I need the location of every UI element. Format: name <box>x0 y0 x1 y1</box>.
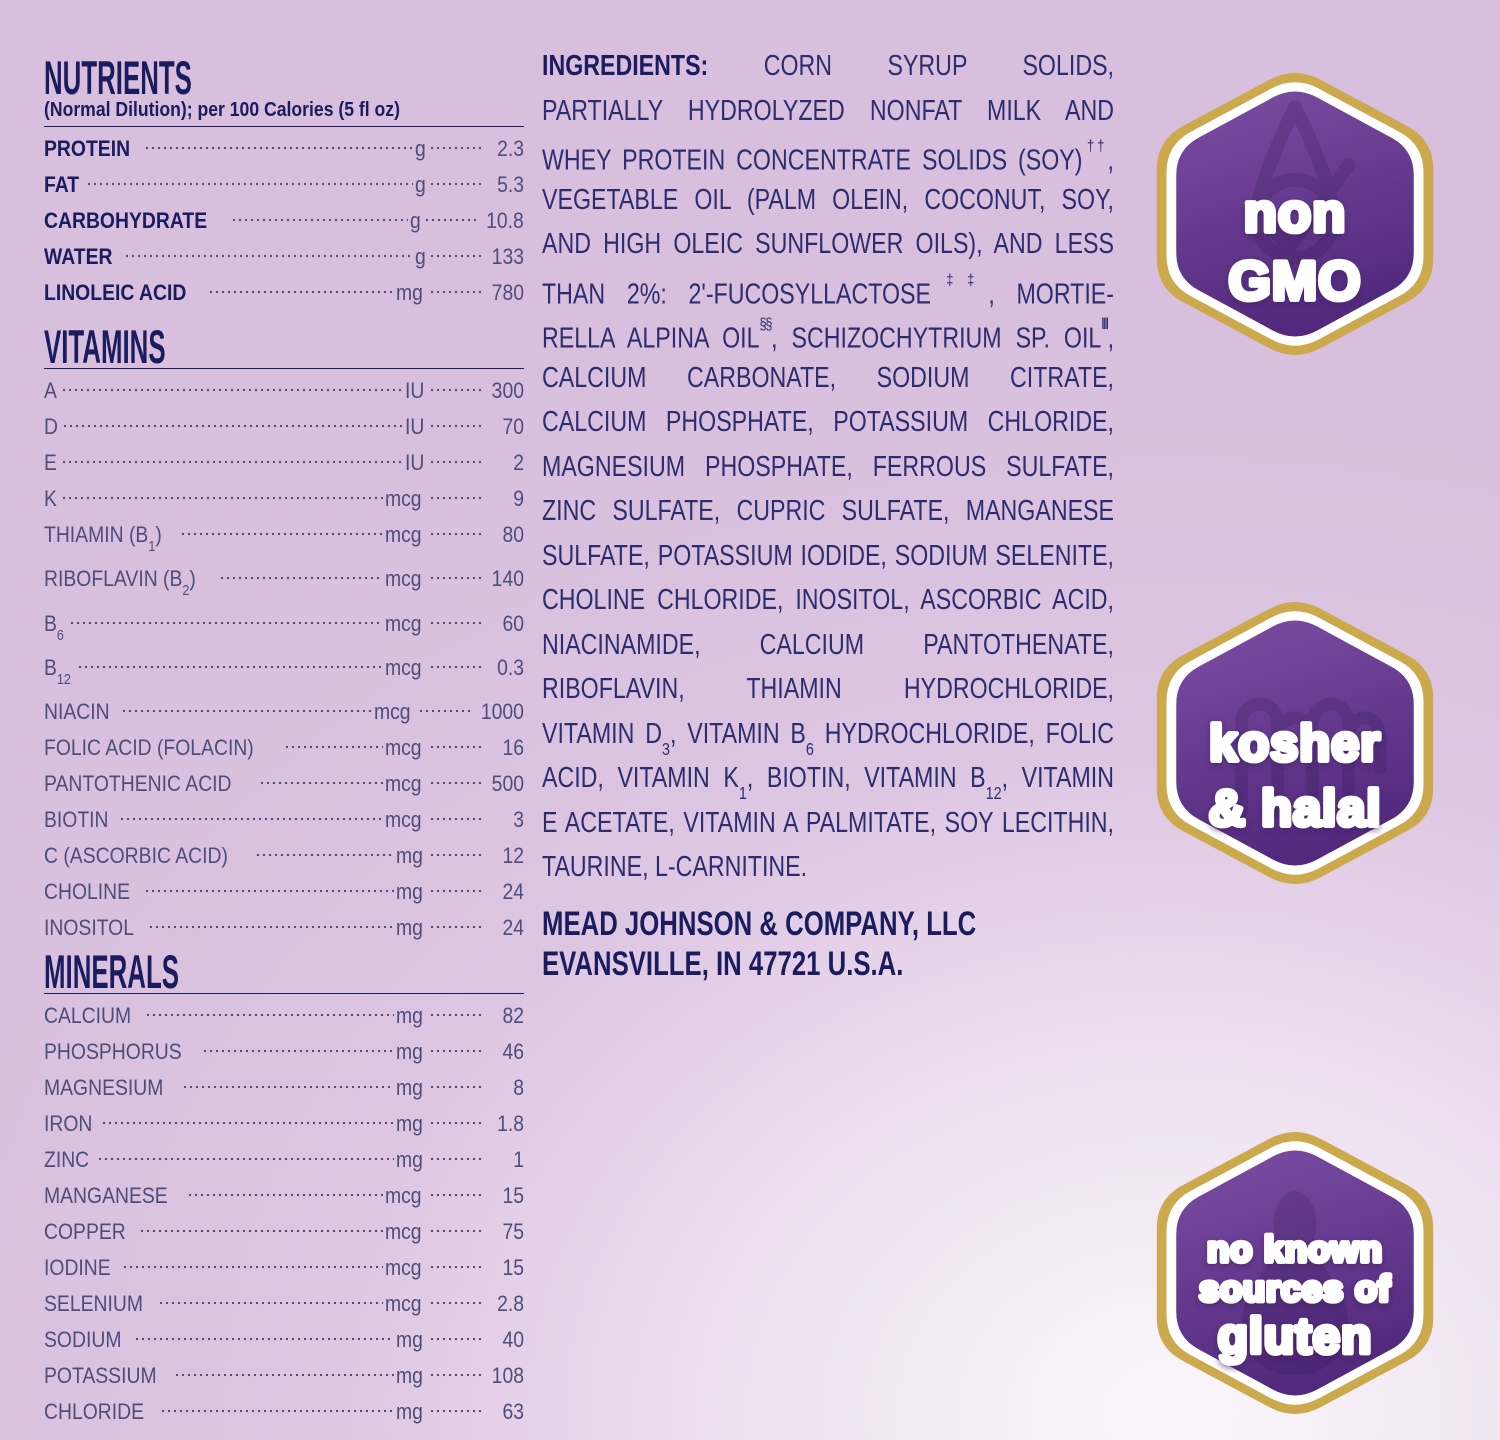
svg-text:kosher: kosher <box>1209 715 1381 772</box>
svg-text:GMO: GMO <box>1228 251 1361 312</box>
svg-text:sources of: sources of <box>1199 1268 1391 1309</box>
svg-text:non: non <box>1244 183 1347 244</box>
svg-text:& halal: & halal <box>1209 780 1382 837</box>
svg-text:gluten: gluten <box>1218 1308 1373 1364</box>
svg-text:no known: no known <box>1207 1228 1383 1269</box>
